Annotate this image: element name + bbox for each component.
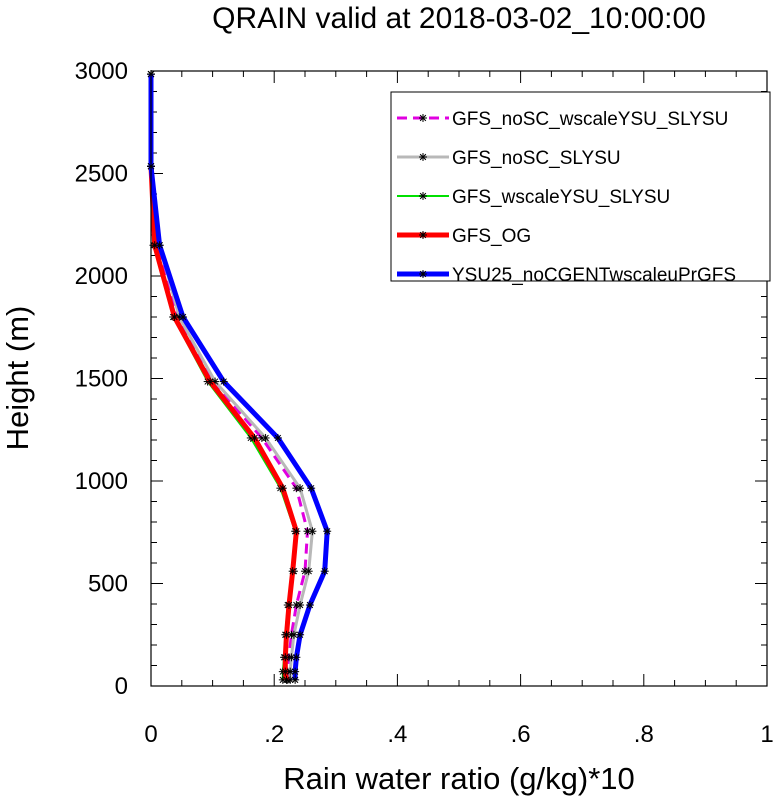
y-tick-label: 1000 — [75, 468, 128, 495]
legend-label: GFS_noSC_wscaleYSU_SLYSU — [452, 109, 728, 130]
legend-item: GFS_OG — [397, 226, 531, 247]
data-point-marker — [281, 667, 290, 676]
x-tick-label: 1 — [760, 721, 773, 748]
plot-frame — [150, 70, 768, 687]
x-tick-labels: 0 .2 .4 .6 .8 1 — [144, 721, 773, 748]
series-GFS_noSC_wscaleYSU_SLYSU — [147, 70, 312, 684]
data-point-marker — [323, 527, 332, 536]
data-point-marker — [206, 377, 215, 386]
chart-title: QRAIN valid at 2018-03-02_10:00:00 — [212, 2, 706, 35]
x-tick-label: 0 — [144, 721, 157, 748]
y-tick-label: 0 — [115, 673, 128, 700]
data-point-marker — [278, 484, 287, 493]
y-tick-label: 3000 — [75, 58, 128, 85]
series-line — [148, 74, 330, 680]
data-point-marker — [296, 484, 305, 493]
x-tick-label: .6 — [511, 721, 531, 748]
y-tick-label: 1500 — [75, 366, 128, 393]
legend-item: GFS_noSC_SLYSU — [397, 148, 621, 169]
x-tick-label: .2 — [264, 721, 284, 748]
data-point-marker — [170, 313, 179, 321]
series-line — [149, 74, 314, 680]
legend-marker — [419, 114, 427, 122]
data-point-marker — [179, 313, 188, 321]
data-point-marker — [284, 601, 293, 610]
data-point-marker — [250, 433, 259, 442]
y-tick-labels: 0 500 1000 1500 2000 2500 3000 — [75, 58, 128, 700]
legend: GFS_noSC_wscaleYSU_SLYSU GFS_noSC_SLYSU GF… — [390, 91, 771, 286]
data-point-marker — [288, 567, 297, 576]
data-point-marker — [219, 377, 228, 386]
x-tick-label: .4 — [387, 721, 407, 748]
y-tick-label: 2000 — [75, 263, 128, 290]
y-tick-label: 2500 — [75, 161, 128, 188]
data-point-marker — [282, 675, 291, 684]
x-tick-label: .8 — [634, 721, 654, 748]
legend-label: GFS_noSC_SLYSU — [452, 148, 621, 169]
data-point-marker — [296, 601, 305, 610]
series-lines — [147, 70, 332, 684]
data-point-marker — [320, 567, 329, 576]
y-tick-label: 500 — [88, 571, 128, 598]
data-point-marker — [296, 630, 305, 639]
data-point-marker — [291, 675, 300, 684]
legend-marker — [419, 270, 427, 278]
data-point-marker — [282, 630, 291, 639]
data-point-marker — [261, 433, 270, 442]
series-line — [149, 74, 309, 680]
data-point-marker — [307, 484, 316, 493]
y-axis-label: Height (m) — [0, 306, 35, 451]
legend-label: YSU25_noCGENTwscaleuPrGFS — [452, 265, 736, 286]
legend-item: YSU25_noCGENTwscaleuPrGFS — [397, 265, 736, 286]
data-point-marker — [273, 433, 282, 442]
data-point-marker — [155, 241, 164, 250]
legend-marker — [419, 153, 427, 161]
data-point-marker — [292, 527, 301, 536]
x-axis-label: Rain water ratio (g/kg)*10 — [283, 761, 635, 796]
legend-label: GFS_OG — [452, 226, 531, 247]
legend-marker — [419, 192, 427, 200]
data-point-marker — [303, 527, 312, 536]
data-point-marker — [308, 527, 317, 536]
legend-box — [390, 91, 771, 282]
data-point-marker — [304, 567, 313, 576]
legend-item: GFS_noSC_wscaleYSU_SLYSU — [397, 109, 728, 130]
data-point-marker — [281, 653, 290, 662]
legend-marker — [419, 231, 427, 239]
data-point-marker — [291, 667, 300, 676]
legend-label: GFS_wscaleYSU_SLYSU — [452, 187, 670, 208]
data-point-marker — [305, 601, 314, 610]
data-point-marker — [292, 653, 301, 662]
legend-item: GFS_wscaleYSU_SLYSU — [397, 187, 670, 208]
data-point-marker — [150, 241, 159, 250]
